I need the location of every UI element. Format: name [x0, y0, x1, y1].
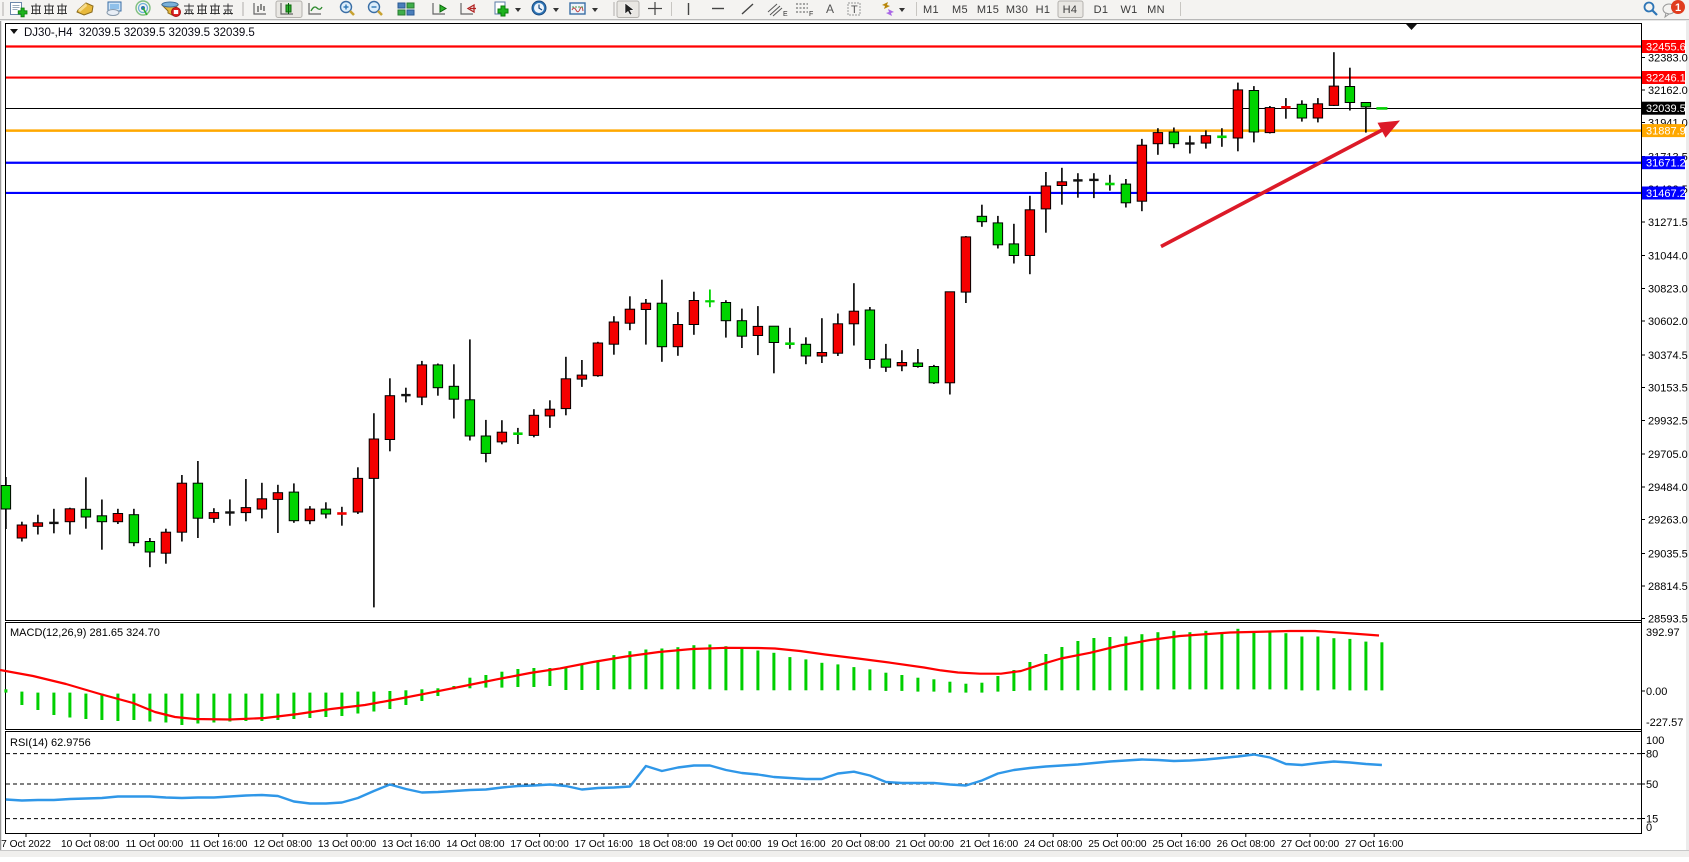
- svg-text:27 Oct 16:00: 27 Oct 16:00: [1345, 839, 1404, 850]
- svg-text:29705.0: 29705.0: [1648, 449, 1688, 461]
- svg-text:28814.5: 28814.5: [1648, 581, 1688, 593]
- svg-text:F: F: [809, 11, 813, 18]
- svg-text:30823.0: 30823.0: [1648, 283, 1688, 295]
- svg-text:MACD(12,26,9) 281.65 324.70: MACD(12,26,9) 281.65 324.70: [10, 627, 160, 639]
- svg-text:27 Oct 00:00: 27 Oct 00:00: [1281, 839, 1340, 850]
- svg-text:0.00: 0.00: [1646, 686, 1667, 698]
- svg-text:H1: H1: [1036, 4, 1051, 16]
- svg-text:32455.6: 32455.6: [1646, 42, 1686, 54]
- svg-text:25 Oct 16:00: 25 Oct 16:00: [1152, 839, 1211, 850]
- svg-text:29263.0: 29263.0: [1648, 515, 1688, 527]
- svg-text:10 Oct 08:00: 10 Oct 08:00: [61, 839, 120, 850]
- svg-text:14 Oct 08:00: 14 Oct 08:00: [446, 839, 505, 850]
- svg-text:30374.5: 30374.5: [1648, 350, 1688, 362]
- svg-text:M5: M5: [952, 4, 968, 16]
- svg-text:29932.5: 29932.5: [1648, 415, 1688, 427]
- svg-text:1: 1: [1675, 2, 1681, 14]
- svg-text:18 Oct 08:00: 18 Oct 08:00: [639, 839, 698, 850]
- svg-text:M30: M30: [1006, 4, 1028, 16]
- svg-text:7 Oct 2022: 7 Oct 2022: [1, 839, 51, 850]
- svg-text:31887.9: 31887.9: [1646, 126, 1686, 138]
- svg-text:17 Oct 16:00: 17 Oct 16:00: [575, 839, 634, 850]
- svg-text:50: 50: [1646, 779, 1658, 791]
- svg-text:11 Oct 16:00: 11 Oct 16:00: [190, 839, 248, 850]
- svg-text:32162.0: 32162.0: [1648, 85, 1688, 97]
- svg-text:29035.5: 29035.5: [1648, 548, 1688, 560]
- svg-text:RSI(14) 62.9756: RSI(14) 62.9756: [10, 737, 91, 749]
- svg-text:17 Oct 00:00: 17 Oct 00:00: [510, 839, 569, 850]
- svg-text:H4: H4: [1063, 4, 1078, 16]
- svg-text:31044.0: 31044.0: [1648, 251, 1688, 263]
- svg-text:20 Oct 08:00: 20 Oct 08:00: [831, 839, 890, 850]
- svg-text:13 Oct 00:00: 13 Oct 00:00: [318, 839, 377, 850]
- svg-text:W1: W1: [1120, 4, 1137, 16]
- svg-text:30602.0: 30602.0: [1648, 316, 1688, 328]
- svg-text:31671.2: 31671.2: [1646, 158, 1686, 170]
- svg-text:32039.5: 32039.5: [1646, 103, 1686, 115]
- svg-text:MN: MN: [1147, 4, 1165, 16]
- svg-text:13 Oct 16:00: 13 Oct 16:00: [382, 839, 441, 850]
- svg-text:19 Oct 16:00: 19 Oct 16:00: [767, 839, 826, 850]
- svg-text:21 Oct 00:00: 21 Oct 00:00: [896, 839, 955, 850]
- svg-text:392.97: 392.97: [1646, 627, 1680, 639]
- svg-text:T: T: [851, 4, 858, 16]
- svg-text:12 Oct 08:00: 12 Oct 08:00: [254, 839, 313, 850]
- svg-text:31467.2: 31467.2: [1646, 188, 1686, 200]
- svg-text:32246.1: 32246.1: [1646, 73, 1686, 85]
- svg-text:31271.5: 31271.5: [1648, 217, 1688, 229]
- svg-text:80: 80: [1646, 749, 1658, 761]
- svg-text:19 Oct 00:00: 19 Oct 00:00: [703, 839, 762, 850]
- svg-text:A: A: [826, 2, 834, 16]
- svg-text:28593.5: 28593.5: [1648, 614, 1688, 626]
- svg-text:100: 100: [1646, 735, 1664, 747]
- svg-text:29484.0: 29484.0: [1648, 482, 1688, 494]
- svg-text:DJ30-,H4 32039.5 32039.5 3203: DJ30-,H4 32039.5 32039.5 32039.5 32039.5: [24, 27, 255, 39]
- svg-text:15: 15: [1646, 814, 1658, 826]
- svg-text:M15: M15: [977, 4, 999, 16]
- svg-text:0: 0: [1646, 822, 1652, 834]
- svg-text:26 Oct 08:00: 26 Oct 08:00: [1217, 839, 1276, 850]
- svg-text:M1: M1: [923, 4, 939, 16]
- svg-text:-227.57: -227.57: [1646, 717, 1683, 729]
- svg-text:30153.5: 30153.5: [1648, 383, 1688, 395]
- svg-text:E: E: [783, 11, 788, 18]
- svg-text:11 Oct 00:00: 11 Oct 00:00: [126, 839, 184, 850]
- svg-text:D1: D1: [1094, 4, 1109, 16]
- svg-text:24 Oct 08:00: 24 Oct 08:00: [1024, 839, 1083, 850]
- svg-text:21 Oct 16:00: 21 Oct 16:00: [960, 839, 1019, 850]
- svg-text:25 Oct 00:00: 25 Oct 00:00: [1088, 839, 1147, 850]
- svg-text:32383.0: 32383.0: [1648, 52, 1688, 64]
